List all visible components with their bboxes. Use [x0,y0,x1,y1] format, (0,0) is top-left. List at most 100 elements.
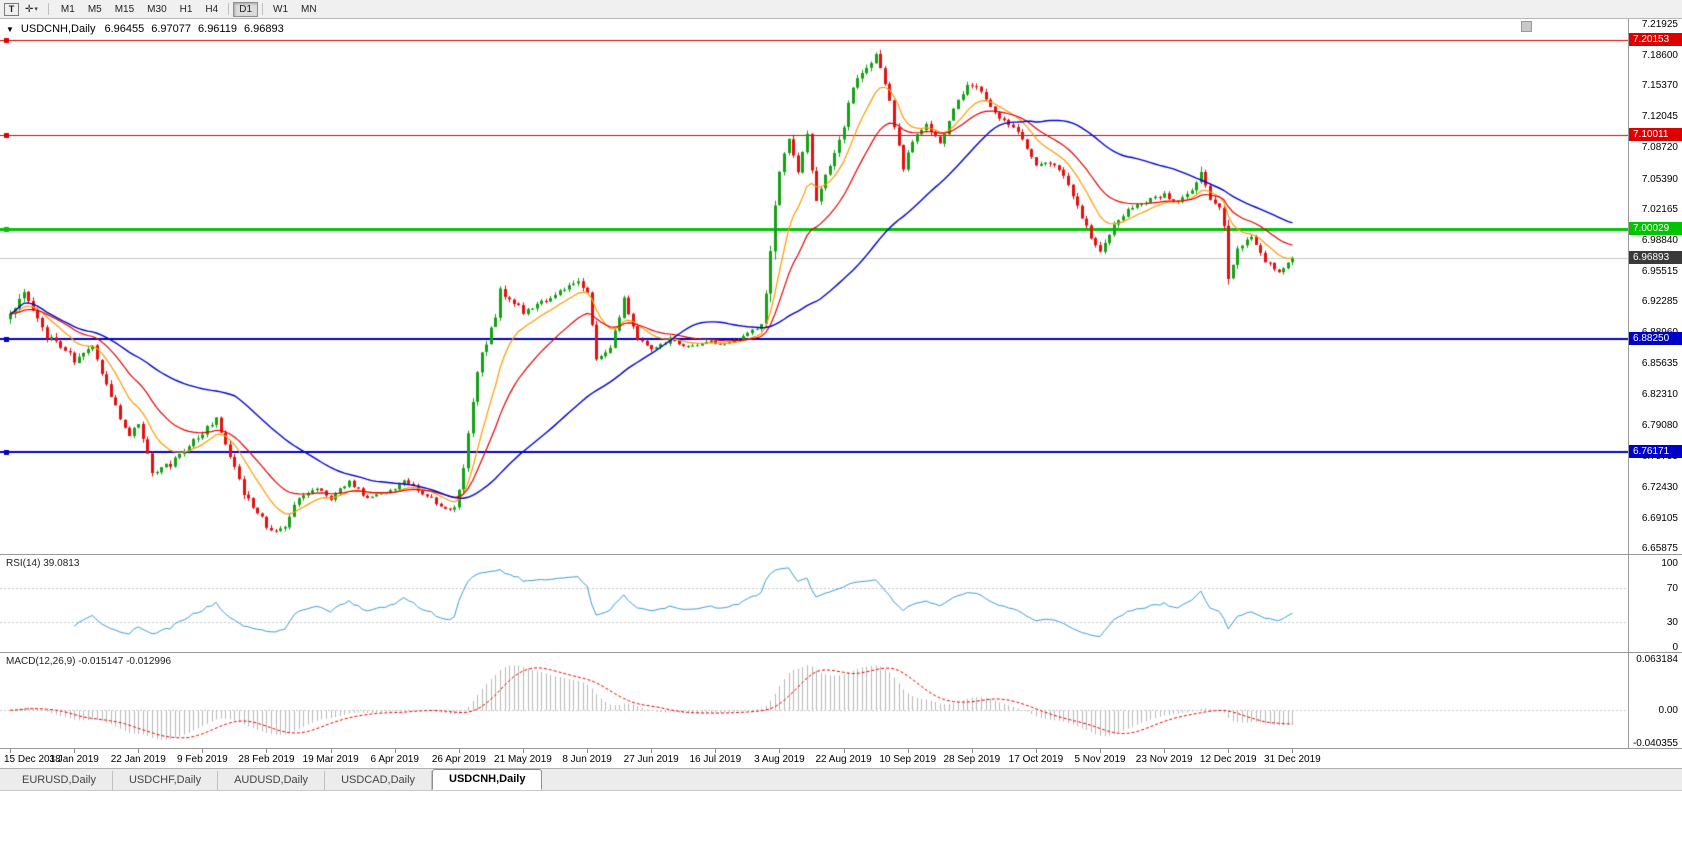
macd-canvas[interactable] [0,653,1628,749]
time-tick-mark [1228,749,1229,753]
macd-scale[interactable]: 0.063184 0.00 -0.040355 [1628,653,1682,749]
price-level-tag: 7.00029 [1629,221,1682,235]
toolbar-separator [262,3,264,15]
time-tick-mark [523,749,524,753]
price-tick-label: 6.95515 [1641,265,1678,277]
price-tick-label: 7.21925 [1641,18,1678,30]
time-tick-mark [10,749,11,753]
time-tick-mark [1036,749,1037,753]
time-tick-mark [715,749,716,753]
timeframe-button-m30[interactable]: M30 [141,2,172,17]
price-scale[interactable]: 7.21925 7.18600 7.15370 7.12045 7.08720 7.053… [1628,19,1682,554]
price-tick-label: 6.65875 [1641,543,1678,555]
symbol-label: USDCNH,Daily [20,23,96,35]
time-axis-label: 28 Sep 2019 [943,754,1001,765]
price-tick-label: 7.12045 [1641,111,1678,123]
timeframe-button-m5[interactable]: M5 [82,2,108,17]
symbol-dropdown-icon[interactable]: ▼ [6,24,14,34]
macd-label: MACD(12,26,9) -0.015147 -0.012996 [6,656,172,667]
chart-tabs-bar: EURUSD,Daily USDCHF,Daily AUDUSD,Daily USDC… [0,769,1682,791]
time-tick-mark [395,749,396,753]
time-axis-label: 22 Aug 2019 [815,754,872,765]
crosshair-icon: ✛ [25,3,34,15]
time-axis-label: 23 Nov 2019 [1135,754,1193,765]
price-tick-label: 6.79080 [1641,419,1678,431]
time-axis-label: 31 Dec 2019 [1264,754,1321,765]
rsi-tick-label: 0 [1672,642,1678,653]
chart-tab-audusd[interactable]: AUDUSD,Daily [218,771,326,790]
timeframe-button-d1[interactable]: D1 [233,1,259,17]
time-axis[interactable]: 15 Dec 2018 3 Jan 2019 22 Jan 2019 9 Feb 20… [0,749,1682,769]
price-tick-label: 6.72430 [1641,481,1678,493]
time-tick-mark [1164,749,1165,753]
chart-tab-eurusd[interactable]: EURUSD,Daily [6,771,113,790]
rsi-label: RSI(14) 39.0813 [6,558,80,569]
time-axis-label: 28 Feb 2019 [238,754,295,765]
crosshair-tool-button[interactable]: ✛ ▾ [21,2,42,17]
time-axis-label: 21 May 2019 [494,754,552,765]
price-tick-label: 7.15370 [1641,80,1678,92]
timeframe-button-m1[interactable]: M1 [55,2,81,17]
time-axis-label: 19 Mar 2019 [302,754,359,765]
chart-scroll-box[interactable] [1521,21,1532,32]
rsi-canvas[interactable] [0,555,1628,653]
timeframe-button-h4[interactable]: H4 [199,2,224,17]
toolbar: T ✛ ▾ M1 M5 M15 M30 H1 H4 D1 W1 MN [0,0,1682,19]
chevron-down-icon: ▾ [34,6,38,13]
time-axis-label: 3 Jan 2019 [49,754,99,765]
price-tick-label: 6.85635 [1641,358,1678,370]
time-tick-mark [651,749,652,753]
time-tick-mark [587,749,588,753]
low-value: 6.96119 [198,23,237,35]
chart-tab-usdcad[interactable]: USDCAD,Daily [325,771,433,790]
time-axis-label: 15 Dec 2018 [4,754,61,765]
price-tick-label: 7.08720 [1641,142,1678,154]
time-tick-mark [266,749,267,753]
bottom-spacer [0,791,1682,849]
timeframe-group: M1 M5 M15 M30 H1 H4 D1 W1 MN [55,1,323,17]
price-chart-canvas[interactable] [0,19,1628,555]
text-tool-button[interactable]: T [4,2,19,16]
time-axis-label: 12 Dec 2019 [1199,754,1257,765]
rsi-tick-label: 30 [1666,616,1678,628]
timeframe-button-w1[interactable]: W1 [267,2,294,17]
toolbar-separator [47,3,49,15]
chart-tab-usdchf[interactable]: USDCHF,Daily [113,771,219,790]
price-tick-label: 6.69105 [1641,513,1678,524]
price-level-tag: 6.76171 [1629,444,1682,458]
time-axis-label: 22 Jan 2019 [110,754,166,765]
time-axis-label: 17 Oct 2019 [1008,754,1064,765]
macd-panel[interactable]: MACD(12,26,9) -0.015147 -0.012996 0.0631… [0,653,1682,749]
toolbar-separator [228,3,230,15]
price-tick-label: 7.05390 [1641,173,1678,185]
time-axis-label: 3 Aug 2019 [754,754,805,765]
timeframe-button-m15[interactable]: M15 [109,2,140,17]
time-tick-mark [908,749,909,753]
time-tick-mark [74,749,75,753]
rsi-scale[interactable]: 100 70 30 0 [1628,555,1682,653]
chart-tab-usdcnh[interactable]: USDCNH,Daily [432,769,543,790]
time-axis-label: 10 Sep 2019 [879,754,937,765]
time-tick-mark [972,749,973,753]
price-level-tag: 7.10011 [1629,128,1682,142]
time-tick-mark [844,749,845,753]
price-level-tag: 6.88250 [1629,331,1682,345]
timeframe-button-mn[interactable]: MN [295,2,323,17]
price-tick-label: 6.92285 [1641,296,1678,308]
chart-title: ▼ USDCNH,Daily 6.96455 6.97077 6.96119 6… [6,23,284,35]
rsi-panel[interactable]: RSI(14) 39.0813 100 70 30 0 [0,555,1682,653]
time-tick-mark [1292,749,1293,753]
rsi-tick-label: 100 [1661,558,1678,569]
time-axis-label: 8 Jun 2019 [562,754,612,765]
open-value: 6.96455 [104,23,145,35]
time-tick-mark [138,749,139,753]
price-tick-label: 7.02165 [1641,203,1678,215]
close-value: 6.96893 [243,23,284,35]
timeframe-button-h1[interactable]: H1 [174,2,199,17]
macd-tick-label: -0.040355 [1632,738,1678,749]
high-value: 6.97077 [151,23,192,35]
macd-tick-label: 0.063184 [1636,654,1678,665]
time-axis-label: 6 Apr 2019 [370,754,419,765]
price-level-tag: 7.20153 [1629,33,1682,47]
price-chart-panel[interactable]: ▼ USDCNH,Daily 6.96455 6.97077 6.96119 6… [0,19,1682,555]
